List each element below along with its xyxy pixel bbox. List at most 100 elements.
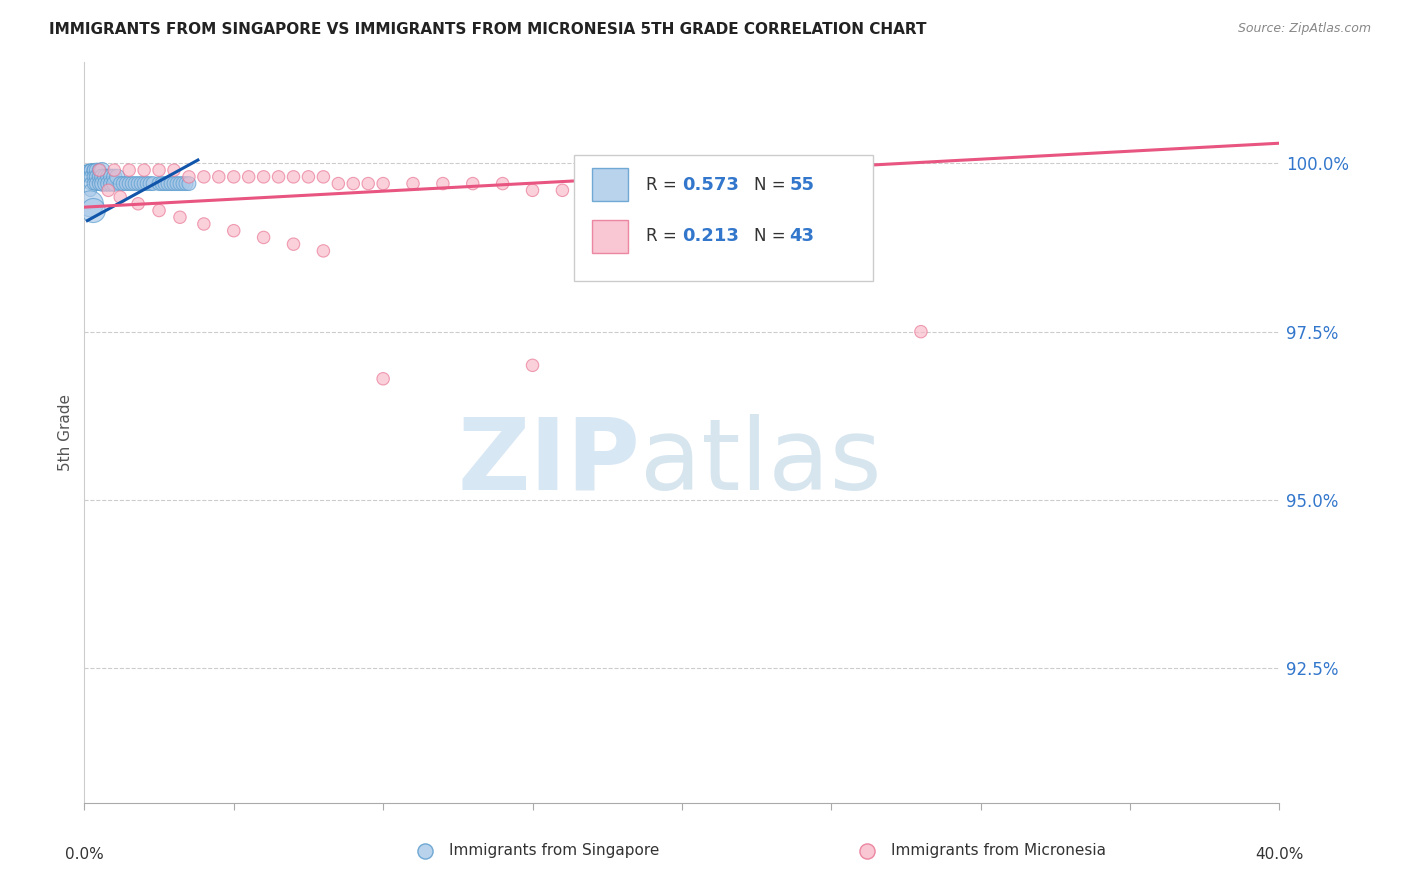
FancyBboxPatch shape: [592, 219, 628, 253]
Point: [103, 163, 125, 178]
Point: [132, 177, 156, 191]
Point: [373, 177, 395, 191]
Point: [89, 163, 111, 178]
Point: [312, 244, 335, 258]
Text: ZIP: ZIP: [457, 414, 640, 511]
Point: [222, 169, 245, 184]
Point: [172, 177, 194, 191]
Point: [139, 177, 162, 191]
Point: [163, 177, 186, 191]
Text: 0.213: 0.213: [682, 227, 738, 245]
Point: [297, 169, 319, 184]
Point: [157, 177, 180, 191]
FancyBboxPatch shape: [592, 168, 628, 202]
Point: [132, 163, 156, 178]
Point: [97, 183, 120, 197]
Point: [357, 177, 380, 191]
Point: [76, 163, 98, 178]
Point: [91, 163, 114, 178]
Point: [76, 169, 98, 184]
Point: [551, 183, 574, 197]
Point: [283, 169, 305, 184]
Point: [91, 169, 114, 184]
Point: [160, 177, 183, 191]
Point: [432, 177, 454, 191]
Point: [177, 177, 200, 191]
Point: [522, 359, 544, 373]
Point: [79, 177, 101, 191]
Point: [82, 163, 104, 178]
Point: [89, 169, 111, 184]
Point: [169, 177, 191, 191]
Point: [110, 190, 132, 204]
Point: [166, 177, 188, 191]
Point: [208, 169, 231, 184]
Point: [94, 169, 117, 184]
Text: Immigrants from Singapore: Immigrants from Singapore: [449, 844, 659, 858]
Point: [82, 177, 104, 191]
Point: [105, 169, 128, 184]
Point: [150, 177, 173, 191]
Point: [76, 163, 98, 178]
Point: [103, 169, 125, 184]
Point: [283, 237, 305, 252]
Point: [82, 163, 104, 178]
Point: [492, 177, 515, 191]
Point: [89, 177, 111, 191]
Point: [115, 177, 138, 191]
Point: [641, 183, 664, 197]
Point: [148, 203, 170, 218]
Text: 55: 55: [790, 176, 814, 194]
FancyBboxPatch shape: [575, 155, 873, 281]
Point: [129, 177, 152, 191]
Point: [89, 163, 111, 178]
Point: [79, 163, 101, 178]
Point: [267, 169, 290, 184]
Point: [82, 169, 104, 184]
Point: [193, 169, 215, 184]
Point: [79, 169, 101, 184]
Point: [253, 169, 276, 184]
Text: N =: N =: [754, 227, 790, 245]
Point: [103, 177, 125, 191]
Point: [127, 196, 149, 211]
Point: [402, 177, 425, 191]
Point: [174, 177, 197, 191]
Point: [91, 177, 114, 191]
Point: [342, 177, 364, 191]
Point: [100, 177, 122, 191]
Point: [94, 177, 117, 191]
Point: [222, 224, 245, 238]
Text: N =: N =: [754, 176, 790, 194]
Point: [169, 211, 191, 225]
Point: [253, 230, 276, 244]
Point: [121, 177, 143, 191]
Point: [100, 169, 122, 184]
Point: [86, 169, 108, 184]
Point: [86, 163, 108, 178]
Point: [373, 372, 395, 386]
Text: 0.573: 0.573: [682, 176, 738, 194]
Point: [97, 169, 120, 184]
Text: 43: 43: [790, 227, 814, 245]
Text: 40.0%: 40.0%: [1256, 847, 1303, 863]
Point: [124, 177, 146, 191]
Point: [82, 203, 104, 218]
Text: R =: R =: [647, 176, 682, 194]
Point: [612, 183, 634, 197]
Text: Immigrants from Micronesia: Immigrants from Micronesia: [891, 844, 1107, 858]
Point: [581, 183, 603, 197]
Point: [328, 177, 350, 191]
Point: [163, 163, 186, 178]
Point: [312, 169, 335, 184]
Text: R =: R =: [647, 227, 682, 245]
Text: atlas: atlas: [640, 414, 882, 511]
Point: [461, 177, 484, 191]
Point: [136, 177, 159, 191]
Point: [127, 177, 149, 191]
Point: [238, 169, 260, 184]
Point: [118, 163, 141, 178]
Text: IMMIGRANTS FROM SINGAPORE VS IMMIGRANTS FROM MICRONESIA 5TH GRADE CORRELATION CH: IMMIGRANTS FROM SINGAPORE VS IMMIGRANTS …: [49, 22, 927, 37]
Point: [97, 177, 120, 191]
Point: [522, 183, 544, 197]
